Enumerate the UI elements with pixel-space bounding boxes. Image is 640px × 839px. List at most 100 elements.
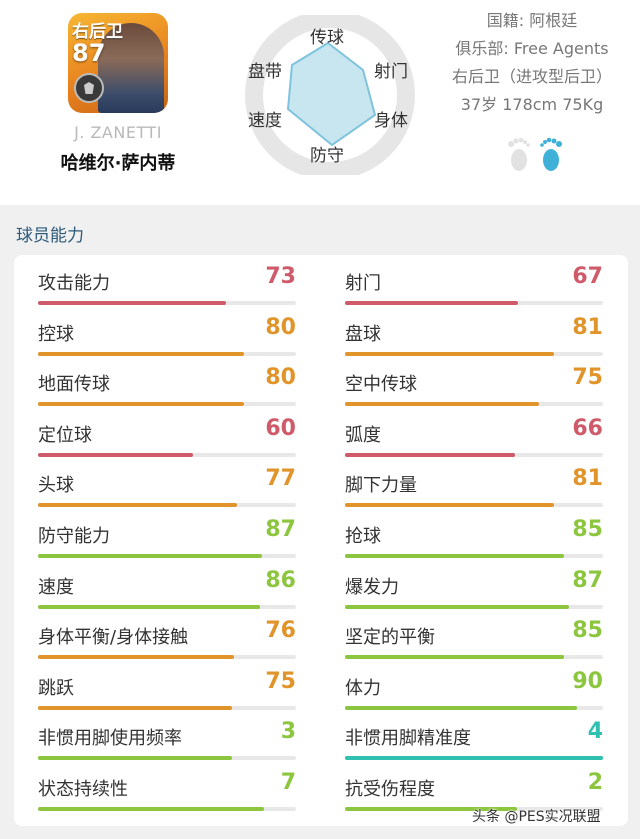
stat-bar-fill [38,452,193,457]
stat-row: 头球 77 [38,461,296,511]
stat-row: 跳跃 75 [38,664,296,714]
stat-row: 爆发力 87 [345,563,603,613]
section-title: 球员能力 [16,226,84,246]
stat-row: 抗受伤程度 2 [345,765,603,815]
stat-label: 脚下力量 [345,475,417,497]
stat-label: 防守能力 [38,526,110,547]
stat-value: 80 [265,314,296,340]
ability-radar: 传球 射门 身体 防守 速度 盘带 [230,10,440,180]
stat-row: 抢球 85 [345,512,603,562]
card-rating: 87 [72,39,106,67]
stat-bar-fill [345,301,518,305]
stat-bar-fill [38,604,260,609]
stat-label: 体力 [345,677,381,699]
stat-value: 3 [280,719,296,745]
stat-label: 爆发力 [345,576,399,598]
stat-bar-fill [38,554,263,558]
stat-label: 抗受伤程度 [345,779,435,800]
stat-bar-track [38,604,296,609]
stat-bar-track [38,554,296,558]
left-foot-icon [508,137,530,171]
stat-bar-track [345,503,603,508]
stat-bar-track [38,452,296,457]
stat-bar-track [38,807,296,811]
stat-row: 盘球 81 [345,310,603,360]
stat-value: 4 [587,719,603,745]
stat-value: 81 [572,466,603,492]
stat-bar-fill [38,351,245,356]
position: 右后卫（进攻型后卫） [451,67,612,86]
stat-row: 空中传球 75 [345,360,603,410]
stat-bar-track [345,554,603,558]
stat-bar-track [345,452,603,457]
club: 俱乐部: Free Agents [455,39,609,58]
stat-label: 跳跃 [38,677,74,699]
stat-row: 控球 80 [38,310,296,360]
stat-bar-track [38,705,296,710]
stat-label: 状态持续性 [38,779,128,800]
stat-bar-track [345,705,603,710]
card-position: 右后卫 [72,22,123,42]
stat-bar-track [345,351,603,356]
radar-label-defending: 防守 [310,146,344,166]
stat-row: 防守能力 87 [38,512,296,562]
radar-label-shooting: 射门 [374,62,408,82]
radar-polygon [286,41,377,147]
stat-value: 86 [265,567,296,593]
stat-value: 76 [265,618,296,644]
stat-row: 射门 67 [345,259,603,309]
stat-bar-fill [38,301,227,305]
stat-label: 攻击能力 [38,273,110,294]
stat-value: 87 [265,517,296,542]
stat-value: 7 [280,770,296,795]
player-portrait [98,23,164,113]
stat-label: 非惯用脚精准度 [345,728,471,750]
stat-row: 状态持续性 7 [38,765,296,815]
stat-value: 77 [265,466,296,492]
stat-bar-fill [345,402,539,407]
stat-bar-track [345,807,603,811]
stat-bar-fill [345,351,554,356]
radar-chart [245,10,415,180]
stat-bar-track [38,756,296,761]
stat-row: 非惯用脚精准度 4 [345,714,603,764]
stat-value: 85 [572,618,603,644]
stat-row: 弧度 66 [345,411,603,461]
radar-label-speed: 速度 [248,111,282,131]
stat-bar-track [38,655,296,660]
stat-label: 非惯用脚使用频率 [38,728,182,750]
stat-label: 地面传球 [38,374,110,396]
stat-row: 身体平衡/身体接触 76 [38,613,296,663]
stat-row: 定位球 60 [38,411,296,461]
stat-bar-fill [38,807,264,811]
stat-value: 60 [265,415,296,441]
player-header: 右后卫 87 J. ZANETTI 哈维尔·萨内蒂 传球 射门 身体 防守 速度… [0,0,640,205]
stat-value: 80 [265,365,296,391]
stat-label: 头球 [38,475,74,497]
stat-value: 75 [572,365,603,391]
stat-bar-track [345,655,603,660]
stat-bar-fill [38,503,237,508]
stat-bar-fill [345,655,565,660]
radar-label-dribbling: 盘带 [248,62,282,82]
stat-row: 地面传球 80 [38,360,296,410]
radar-label-physical: 身体 [374,111,408,131]
stat-bar-fill [345,604,570,609]
stat-row: 体力 90 [345,664,603,714]
stat-value: 81 [572,314,603,340]
watermark: 头条 @PES实况联盟 [472,809,601,825]
stat-row: 脚下力量 81 [345,461,603,511]
stat-value: 2 [587,770,603,795]
stat-bar-fill [345,452,516,457]
right-foot-icon [540,137,562,171]
stat-bar-fill [345,756,603,761]
physical-info: 37岁 178cm 75Kg [460,95,604,114]
player-card[interactable]: 右后卫 87 [68,13,168,113]
stat-bar-track [345,756,603,761]
stat-bar-fill [345,807,517,811]
stat-row: 速度 86 [38,563,296,613]
stat-bar-fill [345,705,578,710]
stat-value: 87 [572,567,603,593]
player-name-cn: 哈维尔·萨内蒂 [60,153,176,174]
stat-bar-fill [38,756,232,761]
